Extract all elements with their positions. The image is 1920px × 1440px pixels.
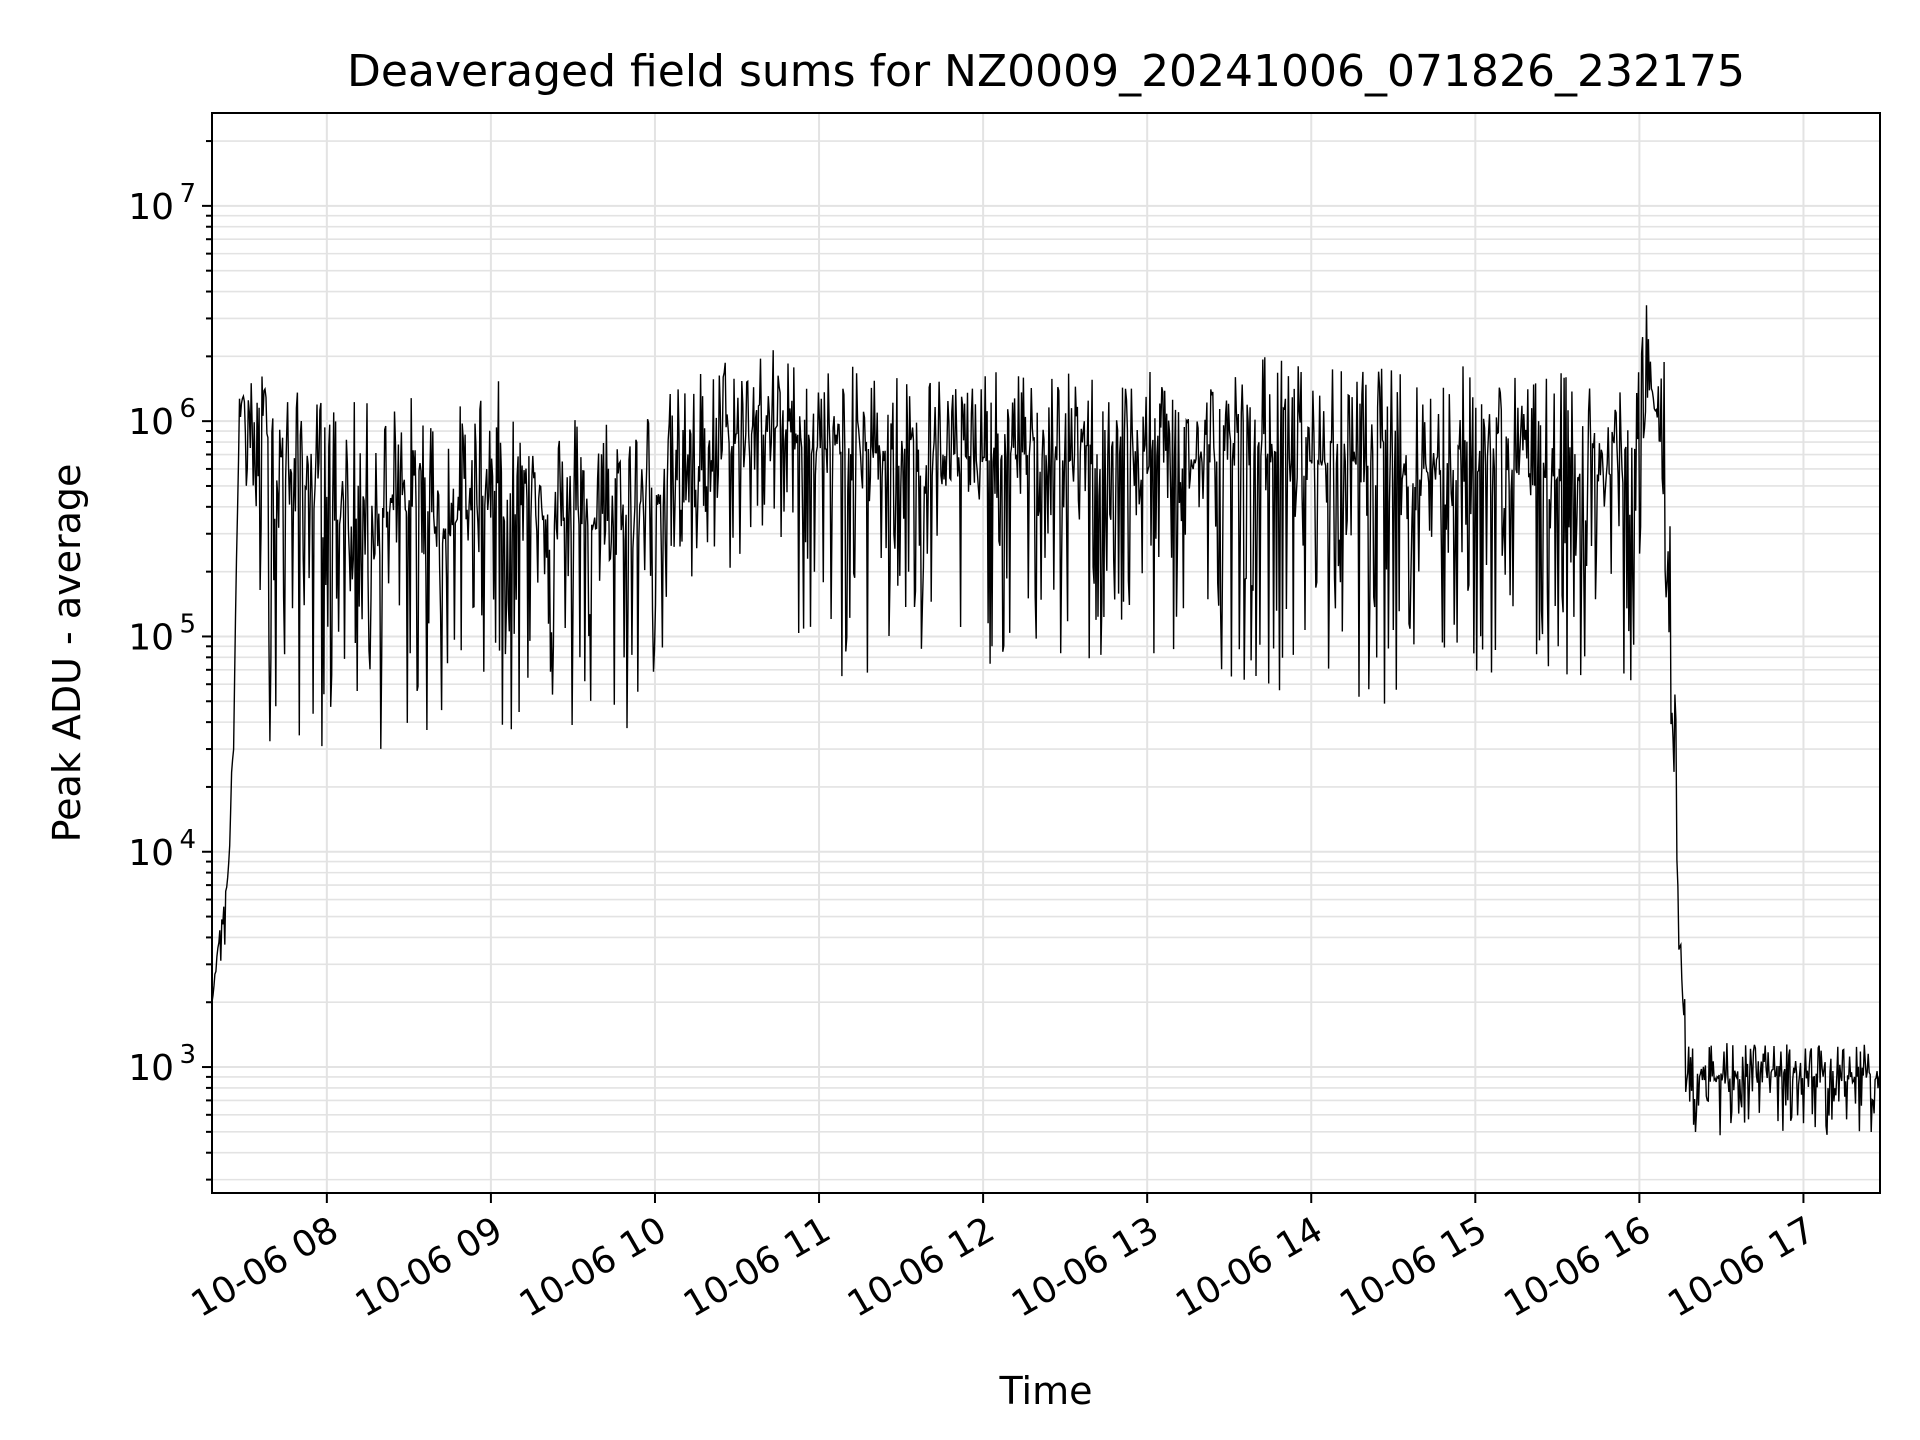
y-axis-label: Peak ADU - average [45,464,89,843]
y-tick-label: 10 [128,402,174,443]
y-tick-exponent: 4 [179,825,196,855]
y-tick-exponent: 5 [179,609,196,639]
plot-area-frame [211,112,1881,1194]
y-tick-exponent: 3 [179,1040,196,1070]
y-tick-label: 10 [128,833,174,874]
y-tick-exponent: 7 [179,179,196,209]
chart-title: Deaveraged field sums for NZ0009_2024100… [347,46,1745,97]
y-tick-label: 10 [128,617,174,658]
x-axis-label: Time [999,1369,1093,1413]
y-tick-label: 10 [128,187,174,228]
series-line [211,305,1881,1136]
y-tick-exponent: 6 [179,394,196,424]
y-tick-label: 10 [128,1048,174,1089]
